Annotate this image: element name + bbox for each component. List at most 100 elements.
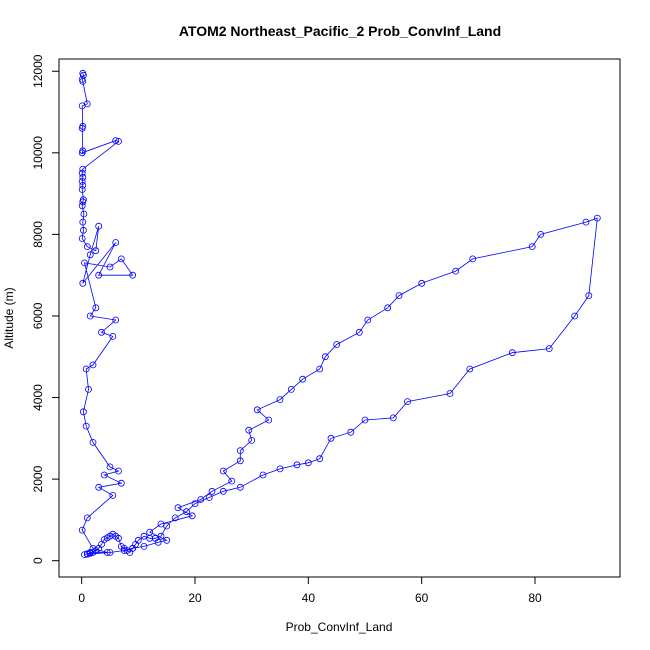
data-point bbox=[321, 353, 329, 361]
data-point bbox=[327, 434, 335, 442]
y-axis-label: Altitude (m) bbox=[2, 287, 16, 348]
data-point bbox=[528, 243, 536, 251]
data-point bbox=[115, 467, 122, 475]
data-point bbox=[276, 465, 284, 473]
data-point bbox=[79, 165, 87, 173]
x-tick-label: 0 bbox=[78, 591, 85, 605]
data-point bbox=[469, 255, 477, 263]
data-point bbox=[81, 259, 88, 267]
data-point bbox=[236, 483, 244, 491]
data-point bbox=[389, 414, 397, 422]
data-point bbox=[79, 78, 87, 85]
data-point bbox=[85, 385, 92, 393]
y-tick-label: 10000 bbox=[31, 136, 45, 170]
data-point bbox=[79, 198, 87, 206]
data-point bbox=[106, 263, 114, 271]
data-point bbox=[109, 491, 117, 499]
data-point bbox=[571, 312, 579, 320]
chart-title: ATOM2 Northeast_Pacific_2 Prob_ConvInf_L… bbox=[179, 23, 501, 39]
data-point bbox=[86, 251, 94, 259]
data-point bbox=[106, 549, 114, 556]
data-point bbox=[80, 408, 87, 416]
data-point bbox=[191, 500, 199, 508]
data-point bbox=[364, 316, 372, 324]
x-tick-label: 40 bbox=[302, 591, 316, 605]
data-point bbox=[299, 375, 307, 383]
data-point bbox=[384, 304, 392, 312]
data-point bbox=[112, 137, 120, 145]
data-point bbox=[117, 543, 125, 550]
data-point bbox=[115, 137, 122, 145]
data-point bbox=[236, 457, 244, 465]
data-point bbox=[78, 124, 86, 132]
data-point bbox=[333, 341, 341, 348]
data-point bbox=[537, 230, 545, 238]
data-point bbox=[582, 218, 590, 226]
y-tick-label: 12000 bbox=[31, 54, 45, 88]
data-point bbox=[171, 514, 179, 522]
data-point bbox=[92, 247, 100, 255]
data-point bbox=[82, 365, 90, 373]
data-series bbox=[78, 69, 601, 558]
data-point bbox=[83, 550, 91, 558]
data-point bbox=[78, 202, 86, 210]
y-tick-label: 0 bbox=[31, 557, 45, 564]
y-tick-label: 2000 bbox=[31, 465, 45, 492]
data-point bbox=[95, 483, 103, 491]
data-point bbox=[106, 463, 114, 471]
data-point bbox=[79, 218, 87, 226]
data-point bbox=[78, 177, 86, 185]
data-point bbox=[163, 522, 171, 530]
x-tick-label: 80 bbox=[528, 591, 542, 605]
data-point bbox=[79, 173, 87, 181]
data-point bbox=[103, 549, 111, 556]
data-point bbox=[79, 181, 87, 189]
data-point bbox=[89, 361, 97, 369]
data-point bbox=[276, 396, 284, 404]
data-point bbox=[82, 422, 90, 430]
data-point bbox=[466, 365, 474, 373]
y-axis: 0 2000 4000 6000 8000 10000 12000 bbox=[31, 54, 60, 564]
data-point bbox=[316, 455, 324, 463]
data-point bbox=[95, 222, 103, 230]
data-point bbox=[117, 479, 125, 487]
data-point bbox=[287, 385, 295, 393]
data-point bbox=[100, 471, 108, 479]
data-point bbox=[188, 512, 196, 520]
data-point bbox=[253, 406, 261, 414]
data-point bbox=[146, 534, 154, 542]
data-point bbox=[140, 532, 148, 540]
data-point bbox=[347, 428, 355, 436]
series-line bbox=[81, 73, 598, 555]
data-point bbox=[140, 543, 148, 550]
data-point bbox=[236, 447, 244, 455]
data-point bbox=[245, 426, 253, 434]
data-point bbox=[205, 494, 213, 501]
x-axis-label: Prob_ConvInf_Land bbox=[286, 620, 393, 634]
data-point bbox=[78, 235, 86, 242]
data-point bbox=[89, 438, 97, 446]
data-point bbox=[219, 487, 227, 495]
y-tick-label: 4000 bbox=[31, 384, 45, 411]
data-point bbox=[78, 102, 86, 110]
data-point bbox=[418, 279, 426, 287]
plot-frame bbox=[58, 58, 621, 578]
data-point bbox=[293, 461, 301, 469]
data-point bbox=[157, 532, 165, 540]
data-point bbox=[404, 398, 411, 406]
data-point bbox=[316, 365, 324, 373]
data-point bbox=[117, 255, 125, 263]
data-point bbox=[98, 328, 105, 336]
data-point bbox=[545, 345, 553, 353]
x-tick-label: 20 bbox=[188, 591, 202, 605]
y-tick-label: 8000 bbox=[31, 221, 45, 248]
data-point bbox=[78, 186, 86, 193]
data-point bbox=[81, 551, 88, 558]
data-point bbox=[585, 292, 593, 300]
data-point bbox=[259, 471, 267, 479]
data-point bbox=[446, 390, 454, 397]
data-point bbox=[174, 504, 182, 512]
data-point bbox=[183, 508, 190, 516]
data-point bbox=[78, 526, 86, 534]
